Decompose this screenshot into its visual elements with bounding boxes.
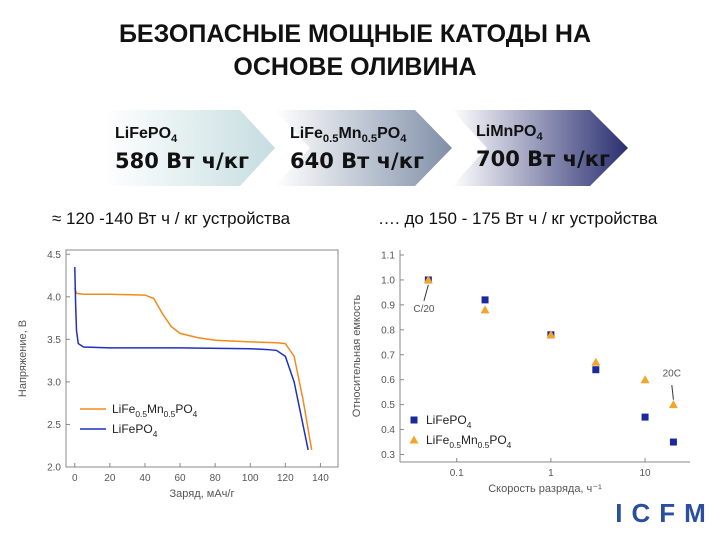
banner-arrow	[452, 110, 628, 186]
legend-label: LiFe0.5Mn0.5PO4	[426, 433, 512, 450]
point	[592, 366, 600, 374]
point	[668, 400, 678, 409]
point	[546, 330, 556, 339]
point	[591, 357, 601, 366]
y-tick-label: 2.0	[47, 463, 61, 474]
y-tick-label: 0.4	[381, 425, 395, 436]
caption: ≈ 120 -140 Вт ч / кг устройства	[52, 209, 291, 228]
point	[640, 375, 650, 384]
y-tick-label: 0.6	[381, 375, 395, 386]
y-tick-label: 4.5	[47, 250, 61, 261]
banner-energy: 700 Вт ч/кг	[476, 147, 610, 171]
x-tick-label: 100	[242, 473, 259, 484]
y-tick-label: 1.1	[381, 250, 395, 261]
y-tick-label: 0.8	[381, 325, 395, 336]
plot-frame	[65, 249, 339, 468]
x-tick-label: 20	[104, 473, 116, 484]
x-tick-label: 140	[312, 473, 329, 484]
banner-arrow	[105, 110, 275, 186]
x-tick-label: 60	[175, 473, 187, 484]
annotation: 20C	[663, 369, 681, 380]
y-tick-label: 0.9	[381, 300, 395, 311]
legend-label: LiFe0.5Mn0.5PO4	[112, 402, 198, 419]
y-tick-label: 2.5	[47, 420, 61, 431]
x-tick-label: 1	[548, 468, 554, 479]
legend-swatch	[409, 435, 419, 444]
data-line	[74, 288, 313, 451]
point	[480, 305, 490, 314]
legend-swatch	[410, 416, 418, 424]
legend-label: LiFePO4	[426, 413, 472, 430]
y-tick-label: 0.5	[381, 400, 395, 411]
banner-formula: LiFePO4	[115, 125, 178, 145]
banner-formula: LiFe0.5Mn0.5PO4	[290, 125, 407, 145]
banner-energy: 640 Вт ч/кг	[290, 149, 424, 173]
y-tick-label: 4.0	[47, 292, 61, 303]
x-axis-title: Скорость разряда, ч⁻¹	[488, 483, 602, 495]
x-tick-label: 80	[210, 473, 222, 484]
logo: ICFM	[615, 498, 715, 528]
x-tick-label: 0.1	[450, 468, 464, 479]
slide-title: ОСНОВЕ ОЛИВИНА	[233, 53, 476, 81]
annotation-arrow	[423, 284, 429, 302]
banner-energy: 580 Вт ч/кг	[115, 149, 249, 173]
point	[641, 413, 649, 421]
y-tick-label: 1.0	[381, 275, 395, 286]
annotation: C/20	[413, 304, 435, 315]
legend-label: LiFePO4	[112, 422, 158, 439]
y-axis-title: Относительная емкость	[351, 295, 363, 418]
y-tick-label: 0.3	[381, 450, 395, 461]
x-tick-label: 0	[72, 473, 78, 484]
x-tick-label: 10	[640, 468, 652, 479]
point	[481, 296, 489, 304]
banner-arrow	[275, 110, 452, 186]
y-tick-label: 3.0	[47, 377, 61, 388]
x-tick-label: 40	[139, 473, 151, 484]
x-tick-label: 120	[277, 473, 294, 484]
y-tick-label: 3.5	[47, 335, 61, 346]
data-line	[74, 267, 309, 451]
plot-frame	[400, 250, 690, 462]
banner-formula: LiMnPO4	[476, 123, 543, 143]
caption: …. до 150 - 175 Вт ч / кг устройства	[378, 209, 658, 228]
x-axis-title: Заряд, мАч/г	[170, 488, 235, 500]
slide-title: БЕЗОПАСНЫЕ МОЩНЫЕ КАТОДЫ НА	[119, 20, 591, 48]
y-axis-title: Напряжение, В	[17, 320, 29, 397]
annotation-arrow	[671, 384, 674, 400]
point	[423, 275, 433, 284]
y-tick-label: 0.7	[381, 350, 395, 361]
point	[669, 438, 677, 446]
